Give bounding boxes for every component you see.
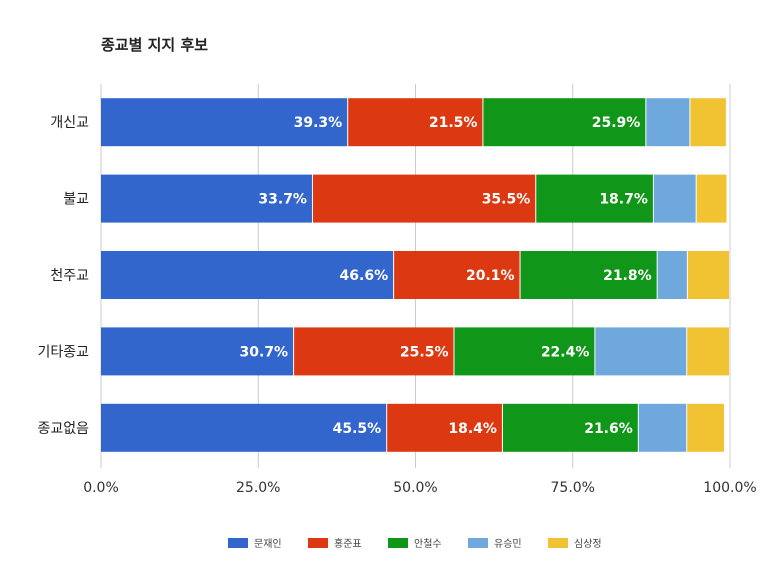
bar-segment	[101, 403, 387, 452]
bar-segment	[502, 403, 638, 452]
data-label: 30.7%	[240, 344, 289, 360]
data-label: 18.4%	[448, 421, 497, 437]
legend-label: 홍준표	[334, 537, 362, 550]
x-tick-label: 0.0%	[83, 480, 119, 496]
bar-segment	[687, 403, 724, 452]
bar-segment	[101, 98, 348, 147]
category-label: 개신교	[50, 115, 89, 131]
bar-segment	[312, 174, 536, 223]
bar-segment	[394, 251, 520, 299]
bar-segment	[454, 327, 595, 376]
bar-segment	[653, 174, 696, 223]
legend-label: 안철수	[414, 538, 442, 550]
x-tick-label: 75.0%	[551, 480, 595, 496]
bar-segment	[101, 251, 394, 299]
bar-segment	[101, 327, 294, 376]
category-label: 불교	[63, 192, 89, 208]
data-label: 21.6%	[584, 421, 633, 437]
bars: 39.3% 21.5% 25.9% 33.7% 35.5% 18.7% 46.6% 20.1%…	[101, 98, 729, 452]
bar-segment	[687, 251, 729, 299]
x-tick-label: 50.0%	[393, 480, 437, 496]
category-label: 기타종교	[37, 344, 89, 360]
data-label: 33.7%	[258, 192, 307, 208]
data-label: 25.9%	[592, 115, 641, 131]
data-label: 18.7%	[599, 192, 648, 208]
bar-segment	[520, 251, 657, 299]
legend-swatch	[308, 538, 328, 548]
legend-swatch	[548, 538, 568, 548]
legend-swatch	[468, 538, 488, 548]
data-label: 21.5%	[429, 115, 478, 131]
bar-segment	[536, 174, 653, 223]
legend: 문재인 홍준표 안철수 유승민 심상정	[228, 537, 602, 550]
bar-segment	[101, 174, 312, 223]
legend-label: 문재인	[254, 538, 282, 550]
data-label: 35.5%	[482, 192, 531, 208]
data-label: 46.6%	[340, 268, 389, 284]
bar-segment	[348, 98, 483, 147]
bar-segment	[387, 403, 502, 452]
bar-segment	[483, 98, 646, 147]
data-label: 39.3%	[294, 115, 343, 131]
bar-segment	[294, 327, 454, 376]
bar-segment	[638, 403, 687, 452]
legend-label: 심상정	[574, 538, 602, 550]
legend-swatch	[388, 538, 408, 548]
category-label: 종교없음	[37, 421, 89, 437]
bar-segment	[595, 327, 687, 376]
data-label: 25.5%	[400, 344, 449, 360]
x-tick-label: 25.0%	[236, 480, 280, 496]
chart-title: 종교별 지지 후보	[101, 36, 208, 54]
bar-segment	[696, 174, 727, 223]
data-label: 22.4%	[541, 344, 590, 360]
bar-segment	[646, 98, 690, 147]
legend-label: 유승민	[494, 538, 522, 550]
category-label: 천주교	[50, 268, 89, 284]
data-label: 21.8%	[603, 268, 652, 284]
bar-segment	[687, 327, 729, 376]
bar-segment	[657, 251, 687, 299]
legend-swatch	[228, 538, 248, 548]
x-tick-label: 100.0%	[703, 480, 756, 496]
bar-segment	[690, 98, 726, 147]
data-label: 45.5%	[333, 421, 382, 437]
data-label: 20.1%	[466, 268, 515, 284]
x-axis-tick-labels: 0.0% 25.0% 50.0% 75.0% 100.0%	[83, 480, 756, 496]
